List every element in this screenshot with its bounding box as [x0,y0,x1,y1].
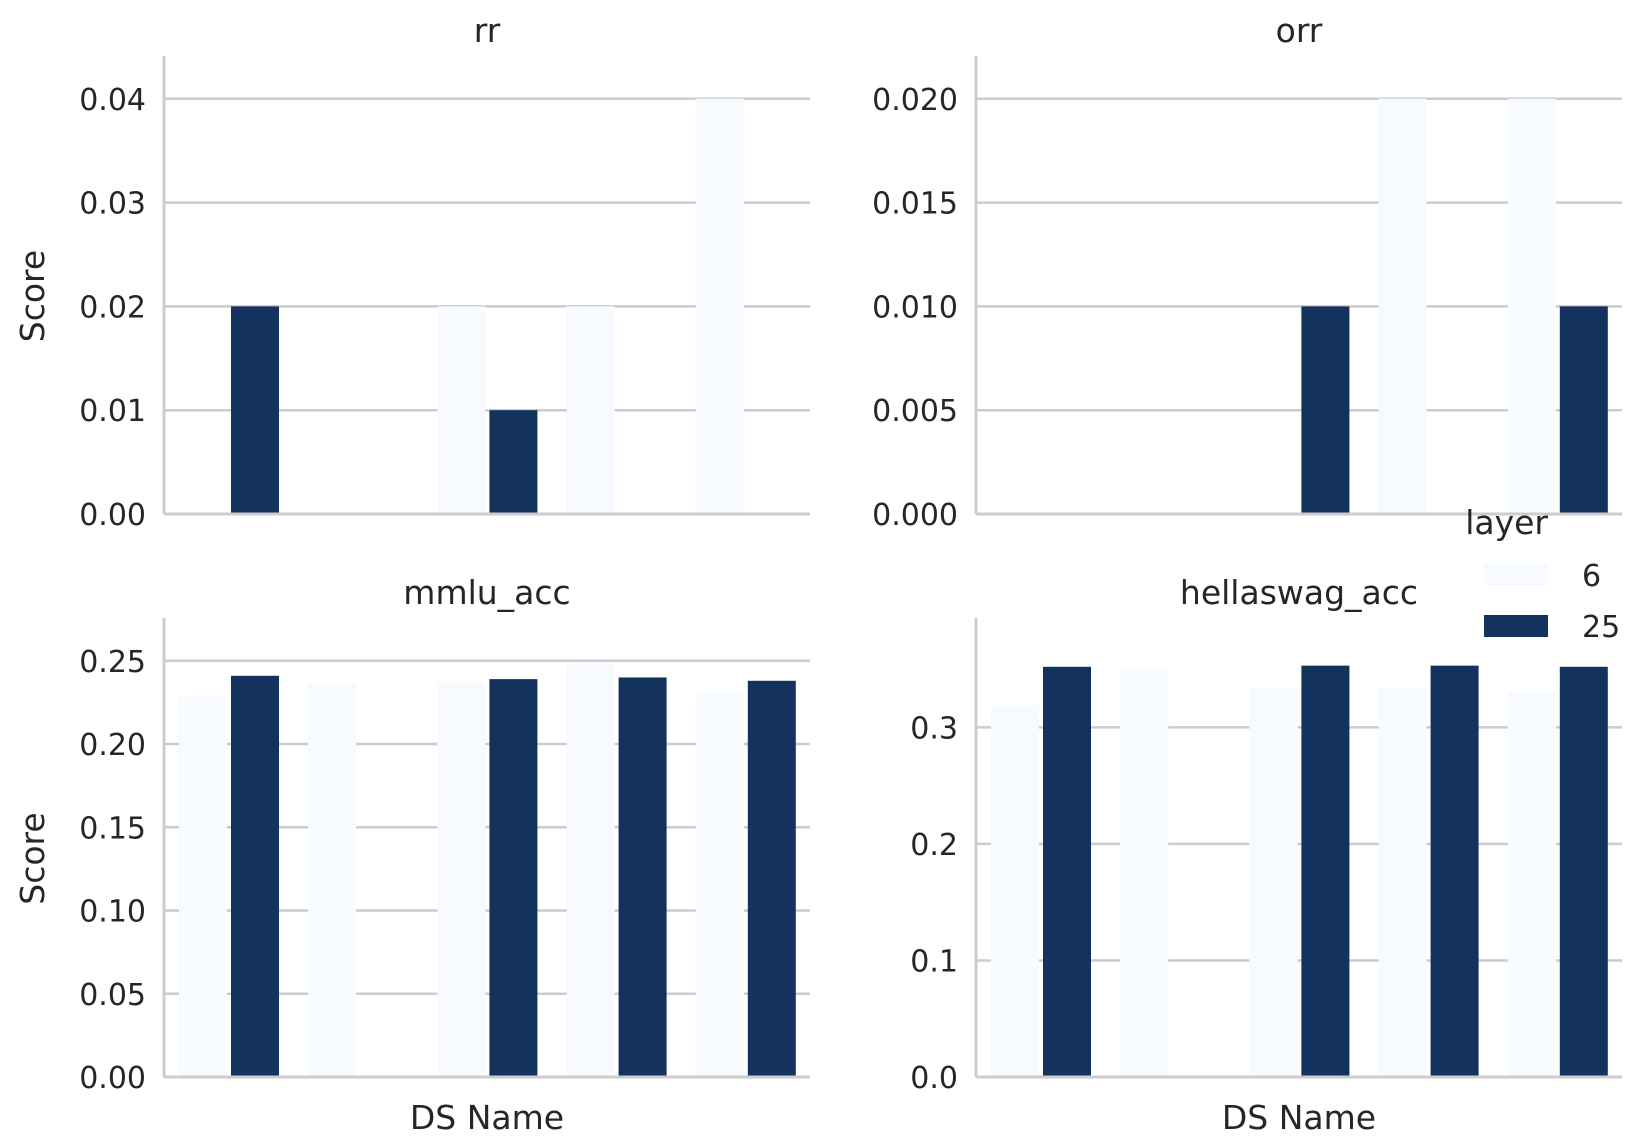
bar-layer-25 [1559,666,1608,1077]
legend-label-6: 6 [1582,559,1601,594]
bar-layer-6 [1507,692,1556,1077]
y-tick-label: 0.015 [872,187,958,222]
legend-swatch-25 [1484,615,1548,637]
legend-title: layer [1465,503,1548,542]
bar-layer-6 [1120,666,1169,1077]
panel-mmlu-acc: 0.00 0.05 0.10 0.15 0.20 0.25 mmlu_acc Score DS … [13,573,810,1137]
bar-layer-6 [1378,98,1427,514]
bar-layer-25 [1430,665,1479,1077]
bar-layer-25 [1559,306,1608,514]
bar-layer-25 [618,677,667,1077]
panel-title: hellaswag_acc [1180,573,1418,612]
bar-layer-25 [231,675,279,1077]
panel-hellaswag-acc: 0.0 0.1 0.2 0.3 hellaswag_acc DS Name [910,573,1622,1137]
bar-layer-6 [695,690,744,1077]
y-tick-label: 0.02 [79,290,146,325]
bar-layer-25 [1301,665,1350,1077]
bar-layer-25 [231,306,279,514]
bar-layer-25 [1301,306,1350,514]
bar-layer-6 [437,306,486,514]
bar-layer-6 [179,695,227,1077]
panel-title: rr [474,11,501,50]
bar-layer-6 [308,684,357,1077]
y-tick-label: 0.010 [872,290,958,325]
chart-panels: 0.000.010.020.030.04rrScore0.0000.0050.0… [13,11,1622,1137]
y-tick-label: 0.1 [910,944,958,979]
bar-layer-25 [747,680,796,1077]
bar-layer-6 [566,664,615,1077]
bar-layer-25 [489,410,538,514]
y-tick-label: 0.10 [79,895,146,930]
bar-layer-6 [1249,687,1298,1077]
y-tick-label: 0.15 [79,811,146,846]
bar-layer-6 [991,705,1039,1077]
legend-label-25: 25 [1582,610,1620,645]
y-tick-label: 0.000 [872,498,958,533]
bar-layer-25 [1043,666,1091,1077]
x-axis-label: DS Name [1222,1098,1376,1137]
y-tick-label: 0.25 [79,645,146,680]
panel-title: orr [1276,11,1323,50]
y-tick-label: 0.20 [79,728,146,763]
y-tick-label: 0.03 [79,187,146,222]
y-tick-label: 0.00 [79,1061,146,1096]
bar-layer-6 [1507,98,1556,514]
y-tick-label: 0.0 [910,1061,958,1096]
y-axis-label: Score [13,250,52,342]
bar-layer-25 [489,679,538,1077]
panel-orr: 0.000 0.005 0.010 0.015 0.020 orr [872,11,1622,533]
y-tick-label: 0.005 [872,394,958,429]
y-tick-label: 0.05 [79,978,146,1013]
x-axis-label: DS Name [410,1098,564,1137]
bar-layer-6 [566,306,615,514]
y-tick-label: 0.01 [79,394,146,429]
y-tick-label: 0.04 [79,83,146,118]
legend: layer 6 25 [1465,503,1620,645]
y-tick-label: 0.3 [910,711,958,746]
y-tick-label: 0.020 [872,83,958,118]
panel-title: mmlu_acc [403,573,570,612]
bar-layer-6 [1378,687,1427,1077]
y-tick-label: 0.00 [79,498,146,533]
bar-layer-6 [695,98,744,514]
bar-layer-6 [437,682,486,1077]
y-axis-label: Score [13,812,52,904]
y-tick-label: 0.2 [910,828,958,863]
panel-rr: 0.00 0.01 0.02 0.03 0.04 rr Score [13,11,810,533]
legend-swatch-6 [1484,564,1548,586]
